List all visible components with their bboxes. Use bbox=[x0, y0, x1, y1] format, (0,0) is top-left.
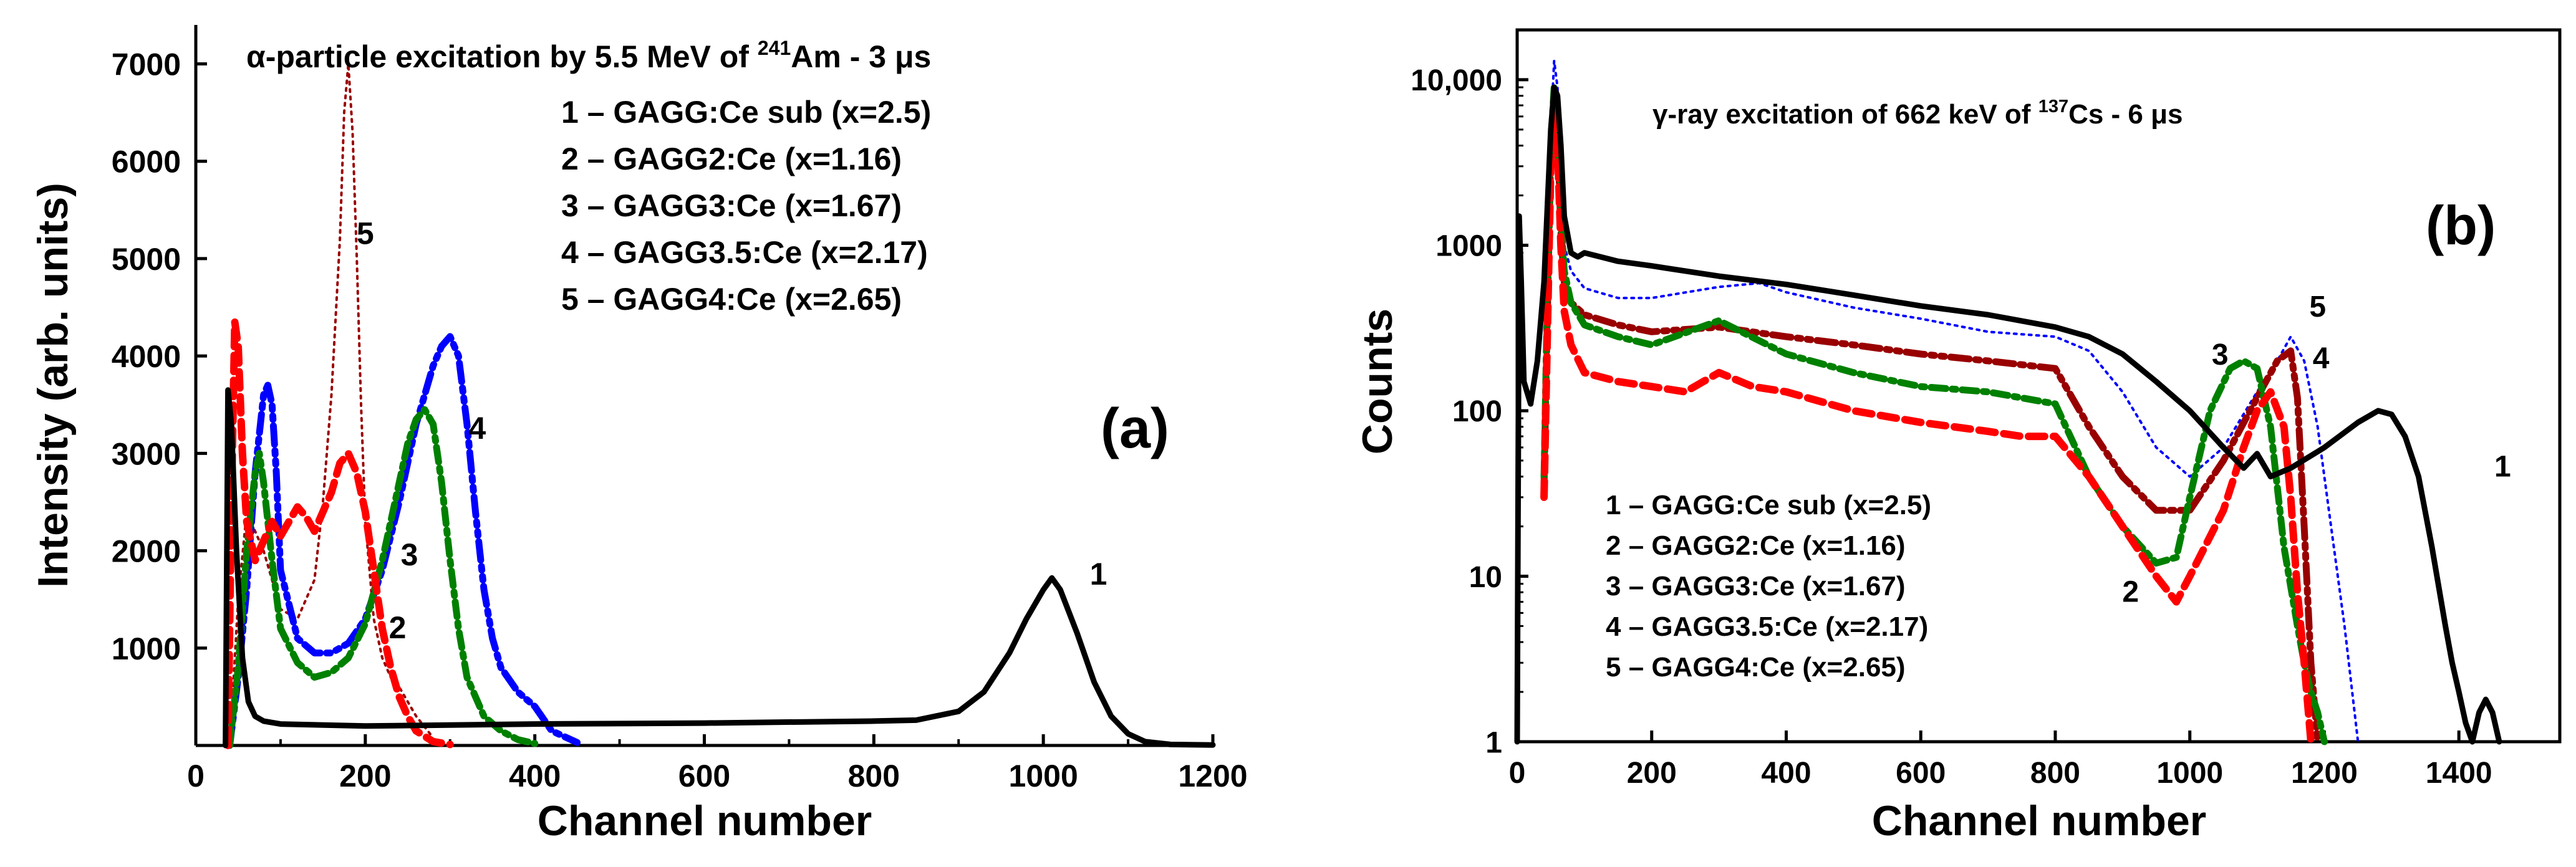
chart-panel-a: 0 200 400 600 800 1000 1200 100020003000400050… bbox=[29, 25, 1248, 845]
b-series-4-line bbox=[1540, 92, 2322, 745]
y-axis-label-a: Intensity (arb. units) bbox=[29, 183, 77, 588]
b-y-tick-label: 10 bbox=[1469, 561, 1502, 594]
a-x-tick-label: 1200 bbox=[1178, 759, 1247, 793]
x-ticks-a: 0 200 400 600 800 1000 1200 bbox=[187, 734, 1248, 793]
b-x-tick-label: 800 bbox=[2030, 757, 2080, 790]
b-x-tick-label: 400 bbox=[1761, 757, 1811, 790]
a-series-1-line bbox=[223, 387, 1216, 749]
b-y-tick-label: 1000 bbox=[1435, 230, 1502, 263]
a-x-tick-label: 600 bbox=[678, 759, 730, 793]
a-y-tick-label: 5000 bbox=[112, 242, 181, 277]
b-series-1-line bbox=[1514, 84, 2502, 745]
b-x-tick-label: 1400 bbox=[2426, 757, 2492, 790]
a-y-tick-label: 7000 bbox=[112, 47, 181, 82]
curve-labels-a: 1 2 3 4 5 bbox=[357, 216, 1107, 645]
a-curve-label-1: 1 bbox=[1090, 557, 1107, 592]
a-curve-label-3: 3 bbox=[401, 537, 418, 572]
chart-panel-b: 0 200 400 600 800 1000 1200 1400 1 10 100 1000 10,0… bbox=[1354, 28, 2562, 845]
legend-a: 1 – GAGG:Ce sub (x=2.5) 2 – GAGG2:Ce (x=… bbox=[561, 95, 931, 317]
a-x-tick-label: 400 bbox=[509, 759, 561, 793]
b-curve-label-3: 3 bbox=[2212, 338, 2229, 371]
legend-a-item-4: 4 – GAGG3.5:Ce (x=2.17) bbox=[561, 235, 928, 270]
b-curve-label-5: 5 bbox=[2309, 290, 2326, 323]
a-series-2-line bbox=[224, 318, 454, 749]
a-curve-label-5: 5 bbox=[357, 216, 374, 251]
b-curve-label-1: 1 bbox=[2494, 451, 2511, 484]
b-x-tick-label: 1200 bbox=[2291, 757, 2358, 790]
legend-b: 1 – GAGG:Ce sub (x=2.5) 2 – GAGG2:Ce (x=… bbox=[1606, 490, 1931, 683]
b-x-tick-label: 0 bbox=[1509, 757, 1526, 790]
chart-title-b-sup: 137 bbox=[2038, 97, 2068, 117]
chart-title-b-prefix: γ-ray excitation of 662 keV of bbox=[1652, 99, 2038, 130]
a-x-tick-label: 0 bbox=[187, 759, 205, 793]
legend-b-item-2: 2 – GAGG2:Ce (x=1.16) bbox=[1606, 530, 1906, 561]
a-curve-label-4: 4 bbox=[468, 411, 486, 446]
legend-b-item-3: 3 – GAGG3:Ce (x=1.67) bbox=[1606, 571, 1906, 601]
a-curve-label-2: 2 bbox=[389, 610, 407, 645]
series-b bbox=[1514, 59, 2502, 745]
a-y-tick-label: 6000 bbox=[112, 145, 181, 180]
panel-label-b: (b) bbox=[2426, 194, 2496, 256]
chart-title-b-suffix: Cs - 6 μs bbox=[2068, 99, 2183, 130]
b-series-2-line bbox=[1540, 102, 2315, 745]
a-y-tick-label: 3000 bbox=[112, 436, 181, 471]
chart-title-a-prefix: α-particle excitation by 5.5 MeV of bbox=[246, 39, 758, 74]
b-series-3-line bbox=[1540, 84, 2328, 745]
series-a bbox=[223, 62, 1216, 749]
curve-labels-b: 1 2 3 4 5 bbox=[2122, 290, 2511, 609]
panel-label-a: (a) bbox=[1101, 398, 1169, 460]
chart-title-b: γ-ray excitation of 662 keV of 137Cs - 6… bbox=[1652, 97, 2183, 130]
y-ticks-b: 1 10 100 1000 10,000 bbox=[1411, 64, 1528, 759]
a-x-tick-label: 1000 bbox=[1009, 759, 1078, 793]
legend-b-item-5: 5 – GAGG4:Ce (x=2.65) bbox=[1606, 652, 1906, 683]
a-series-3-line bbox=[226, 406, 539, 749]
a-x-tick-label: 200 bbox=[339, 759, 391, 793]
b-curve-label-4: 4 bbox=[2313, 342, 2330, 375]
y-ticks-a: 1000 2000 3000 4000 5000 6000 7000 bbox=[112, 47, 207, 666]
b-y-tick-label: 10,000 bbox=[1411, 64, 1502, 97]
a-y-tick-label: 1000 bbox=[112, 631, 181, 666]
legend-b-item-4: 4 – GAGG3.5:Ce (x=2.17) bbox=[1606, 611, 1928, 642]
a-y-tick-label: 4000 bbox=[112, 339, 181, 374]
b-x-tick-label: 1000 bbox=[2156, 757, 2223, 790]
a-x-tick-label: 800 bbox=[848, 759, 900, 793]
y-axis-label-b: Counts bbox=[1354, 309, 1401, 454]
b-y-tick-label: 1 bbox=[1485, 726, 1502, 759]
legend-a-item-5: 5 – GAGG4:Ce (x=2.65) bbox=[561, 282, 902, 317]
b-x-tick-label: 200 bbox=[1627, 757, 1677, 790]
a-y-tick-label: 2000 bbox=[112, 534, 181, 569]
legend-a-item-2: 2 – GAGG2:Ce (x=1.16) bbox=[561, 141, 902, 176]
b-curve-label-2: 2 bbox=[2122, 576, 2139, 609]
x-ticks-b: 0 200 400 600 800 1000 1200 1400 bbox=[1509, 730, 2492, 790]
x-axis-label-a: Channel number bbox=[538, 797, 872, 845]
legend-a-item-1: 1 – GAGG:Ce sub (x=2.5) bbox=[561, 95, 931, 130]
x-axis-label-b: Channel number bbox=[1872, 797, 2207, 845]
legend-a-item-3: 3 – GAGG3:Ce (x=1.67) bbox=[561, 188, 902, 223]
chart-title-a-sup: 241 bbox=[758, 37, 791, 59]
chart-title-a-suffix: Am - 3 μs bbox=[791, 39, 931, 74]
chart-title-a: α-particle excitation by 5.5 MeV of 241A… bbox=[246, 37, 931, 74]
b-y-tick-label: 100 bbox=[1452, 395, 1502, 428]
b-x-tick-label: 600 bbox=[1896, 757, 1946, 790]
legend-b-item-1: 1 – GAGG:Ce sub (x=2.5) bbox=[1606, 490, 1931, 520]
